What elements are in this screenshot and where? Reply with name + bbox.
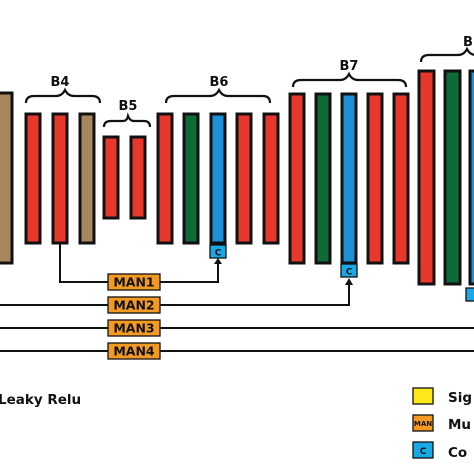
b4-bar-2	[51, 112, 69, 245]
block-label-b5: B5	[119, 99, 138, 114]
svg-text:MAN1: MAN1	[113, 275, 154, 290]
svg-text:MAN4: MAN4	[113, 344, 155, 359]
legend-concat-swatch	[412, 441, 434, 459]
brace-b6	[164, 87, 272, 104]
legend-leaky-relu-label: Leaky Relu	[0, 392, 81, 408]
layer-bars	[0, 69, 474, 286]
b5-bar-1	[102, 135, 120, 220]
concat-marker-b6: C	[209, 244, 227, 259]
man1-arrowhead	[214, 258, 222, 264]
b6-bar-1	[156, 112, 174, 245]
b4-bar-1	[24, 112, 42, 245]
man3-box: MAN3	[107, 319, 161, 337]
svg-text:C: C	[346, 268, 353, 278]
man2-arrowhead	[345, 278, 353, 285]
b3-bar-partial	[0, 91, 14, 265]
b6-bar-4	[235, 112, 253, 245]
b6-bar-2	[182, 112, 200, 245]
block-label-b6: B6	[210, 75, 229, 90]
legend-sigmoid-swatch	[412, 387, 434, 405]
man2-feed-line	[0, 282, 350, 306]
block-braces	[24, 46, 474, 128]
b8-bar-3-partial	[468, 69, 474, 286]
legend-man-icon-text: MAN	[414, 420, 432, 428]
block-label-b4: B4	[51, 75, 70, 90]
man4-box: MAN4	[107, 342, 161, 360]
b8-bar-2	[443, 69, 462, 286]
man2-box: MAN2	[107, 296, 161, 314]
svg-text:MAN3: MAN3	[113, 321, 154, 336]
brace-b7	[291, 71, 408, 88]
legend-concat-icon-text: C	[420, 447, 427, 457]
concat-marker-b8-partial	[465, 287, 474, 302]
block-label-b8: B	[463, 35, 473, 50]
b7-bar-2	[314, 92, 332, 265]
b7-bar-5	[392, 92, 410, 265]
legend-concat-label: Co	[448, 445, 467, 461]
b7-bar-4	[366, 92, 384, 265]
legend-man-swatch	[412, 414, 434, 432]
block-label-b7: B7	[340, 59, 359, 74]
legend-man-label: Mu	[448, 417, 471, 433]
b6-bar-3	[209, 112, 227, 245]
man1-box: MAN1	[107, 273, 161, 291]
legend-sigmoid-label: Sig	[448, 390, 472, 406]
brace-b4	[24, 87, 102, 104]
b4-bar-3	[78, 112, 96, 245]
brace-b8	[419, 46, 474, 63]
concat-marker-b7: C	[340, 263, 358, 278]
b6-bar-5	[262, 112, 280, 245]
svg-text:C: C	[215, 249, 222, 259]
b5-bar-2	[129, 135, 147, 220]
svg-text:MAN2: MAN2	[113, 298, 154, 313]
b7-bar-3	[340, 92, 358, 265]
brace-b5	[102, 112, 152, 128]
legend: Leaky Relu Sig MAN Mu C Co	[0, 387, 472, 461]
b7-bar-1	[288, 92, 306, 265]
b8-bar-1	[417, 69, 436, 286]
